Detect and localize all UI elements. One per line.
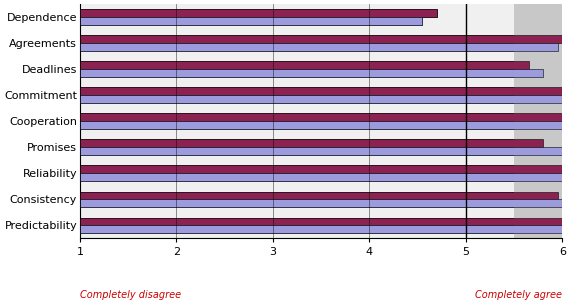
Bar (80, 165, 567, 173)
Bar (80, 88, 570, 95)
Bar (80, 147, 567, 155)
Bar (80, 88, 570, 95)
Bar (80, 95, 570, 103)
Bar (80, 218, 570, 225)
Bar (80, 140, 543, 147)
Bar (80, 61, 528, 69)
Bar (80, 61, 528, 69)
Bar (514, 4, 563, 238)
Bar (80, 95, 570, 103)
Bar (80, 199, 570, 207)
Bar (80, 218, 570, 225)
Bar (80, 225, 570, 233)
Bar (80, 199, 570, 207)
Bar (80, 9, 437, 17)
Bar (80, 35, 567, 43)
Bar (80, 113, 570, 121)
Bar (80, 121, 570, 129)
Bar (80, 43, 557, 51)
Bar (80, 43, 557, 51)
Bar (80, 9, 437, 17)
Bar (80, 35, 567, 43)
Bar (80, 192, 557, 199)
Bar (80, 192, 557, 199)
Bar (80, 173, 570, 181)
Bar (80, 225, 570, 233)
Bar (80, 69, 543, 77)
Bar (80, 173, 570, 181)
Bar (80, 69, 543, 77)
Text: Completely agree: Completely agree (475, 290, 563, 300)
Bar (80, 121, 570, 129)
Bar (80, 165, 567, 173)
Bar (80, 17, 422, 25)
Bar (80, 140, 543, 147)
Bar (80, 113, 570, 121)
Bar (80, 17, 422, 25)
Bar (80, 147, 567, 155)
Text: Completely disagree: Completely disagree (80, 290, 181, 300)
